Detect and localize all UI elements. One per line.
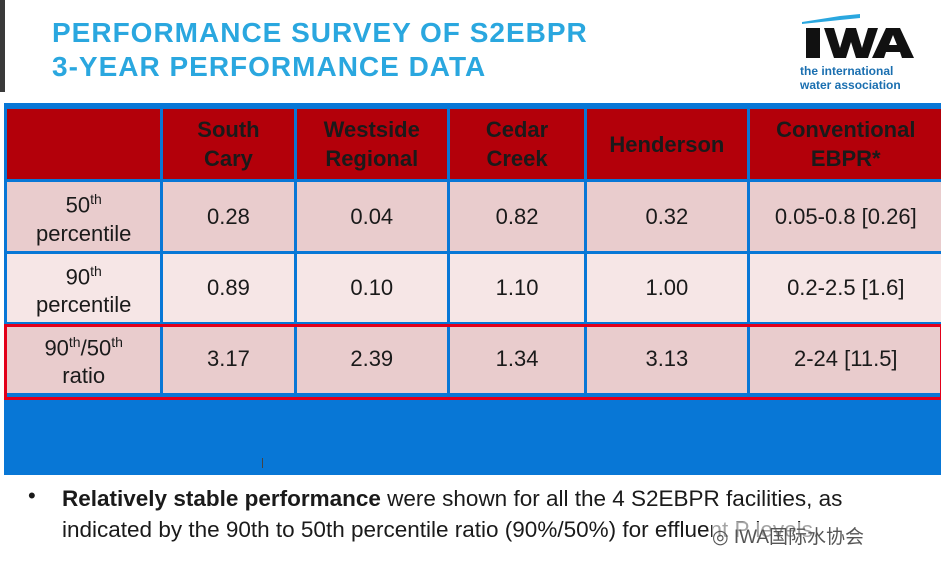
title-line-2: 3-YEAR PERFORMANCE DATA <box>52 51 487 82</box>
logo-caption: the international water association <box>800 64 918 92</box>
cell-south-cary-ratio: 3.17 <box>163 325 294 393</box>
cell-south-cary-90th: 0.89 <box>163 254 294 322</box>
row-label-90th-percentile: 90th percentile <box>7 254 161 322</box>
cell-cedar-creek-50th: 0.82 <box>449 182 585 251</box>
table-row-ratio: 90th/50th ratio 3.17 2.39 1.34 3.13 2-24… <box>7 325 941 393</box>
header-row: South Cary Westside Regional Cedar Creek… <box>7 109 941 179</box>
header-cedar-creek: Cedar Creek <box>449 109 585 179</box>
title-line-1: PERFORMANCE SURVEY OF S2EBPR <box>52 17 588 48</box>
bullet-text: Relatively stable performance were shown… <box>62 483 932 545</box>
table-row-90th: 90th percentile 0.89 0.10 1.10 1.00 0.2-… <box>7 254 941 322</box>
cell-westside-50th: 0.04 <box>296 182 447 251</box>
logo-caption-line-1: the international <box>800 64 894 78</box>
left-accent-bar <box>0 0 5 92</box>
table-row-50th: 50th percentile 0.28 0.04 0.82 0.32 0.05… <box>7 182 941 251</box>
logo-caption-line-2: water association <box>800 78 901 92</box>
cell-conventional-ratio: 2-24 [11.5] <box>749 325 941 393</box>
bullet-text-bold: Relatively stable performance <box>62 486 381 511</box>
bullet-text-rest: were shown for all the 4 S2EBPR faciliti… <box>62 486 843 542</box>
panel-tick-mark <box>262 458 263 468</box>
ratio-row-highlight <box>4 324 941 400</box>
performance-table: South Cary Westside Regional Cedar Creek… <box>4 106 941 396</box>
cell-henderson-ratio: 3.13 <box>587 325 747 393</box>
row-label-ratio: 90th/50th ratio <box>7 325 161 393</box>
header-empty-cell <box>7 109 161 179</box>
cell-cedar-creek-90th: 1.10 <box>449 254 585 322</box>
header-south-cary: South Cary <box>163 109 294 179</box>
cell-westside-ratio: 2.39 <box>296 325 447 393</box>
cell-conventional-90th: 0.2-2.5 [1.6] <box>749 254 941 322</box>
slide-title: PERFORMANCE SURVEY OF S2EBPR 3-YEAR PERF… <box>52 16 588 84</box>
header-conventional-ebpr: Conventional EBPR* <box>749 109 941 179</box>
iwa-logo-mark <box>802 14 914 58</box>
cell-conventional-50th: 0.05-0.8 [0.26] <box>749 182 941 251</box>
row-label-50th-percentile: 50th percentile <box>7 182 161 251</box>
wechat-icon: ◎ <box>712 527 729 548</box>
watermark-text: IWA国际水协会 <box>733 527 865 548</box>
header-westside-regional: Westside Regional <box>296 109 447 179</box>
bullet-marker: • <box>28 483 36 508</box>
cell-henderson-90th: 1.00 <box>587 254 747 322</box>
iwa-logo: the international water association <box>800 12 918 96</box>
cell-south-cary-50th: 0.28 <box>163 182 294 251</box>
cell-henderson-50th: 0.32 <box>587 182 747 251</box>
wechat-watermark: ◎ IWA国际水协会 <box>712 522 865 549</box>
cell-cedar-creek-ratio: 1.34 <box>449 325 585 393</box>
cell-westside-90th: 0.10 <box>296 254 447 322</box>
header-henderson: Henderson <box>587 109 747 179</box>
